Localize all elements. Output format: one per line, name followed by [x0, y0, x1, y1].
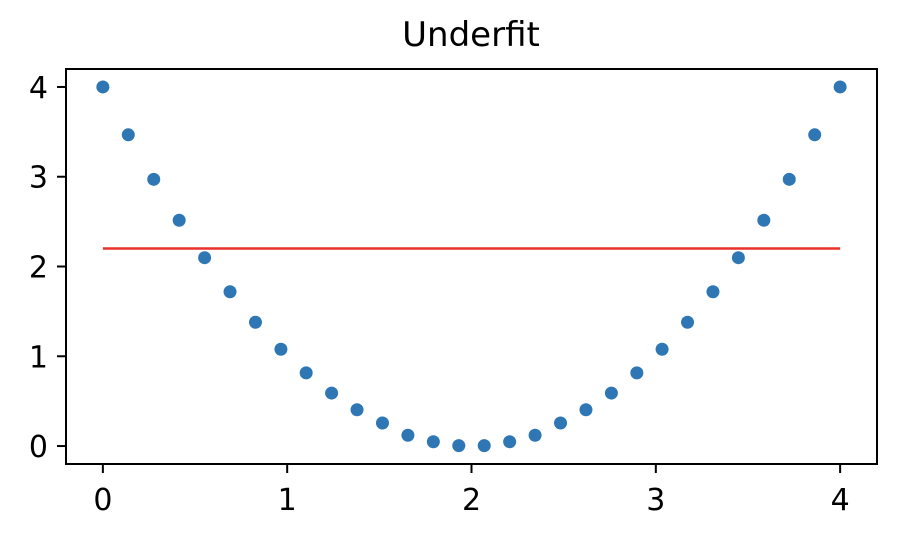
data-point	[172, 213, 186, 227]
y-tick-label: 2	[29, 251, 48, 286]
data-point	[121, 128, 135, 142]
chart-title: Underfit	[402, 15, 540, 55]
data-point	[325, 386, 339, 400]
y-tick-label: 4	[29, 71, 48, 106]
y-tick-label: 0	[29, 430, 48, 465]
data-point	[503, 435, 517, 449]
data-point	[96, 80, 110, 94]
y-axis: 0 1 2 3 4	[29, 71, 66, 465]
x-tick-label: 1	[278, 483, 297, 518]
data-point	[579, 403, 593, 417]
data-point	[477, 439, 491, 453]
data-point	[604, 386, 618, 400]
x-tick-label: 0	[93, 483, 112, 518]
data-point	[757, 213, 771, 227]
data-point	[554, 416, 568, 430]
y-tick-label: 3	[29, 161, 48, 196]
x-tick-label: 2	[462, 483, 481, 518]
data-point	[681, 315, 695, 329]
data-point	[248, 315, 262, 329]
y-tick-label: 1	[29, 340, 48, 375]
data-point	[655, 342, 669, 356]
data-point	[528, 428, 542, 442]
plot-area	[96, 80, 847, 453]
data-point	[426, 435, 440, 449]
data-point	[299, 366, 313, 380]
axes-frame	[65, 68, 878, 465]
data-point	[198, 251, 212, 265]
data-point	[375, 416, 389, 430]
data-point	[731, 251, 745, 265]
data-point	[147, 172, 161, 186]
data-point	[274, 342, 288, 356]
data-point	[808, 128, 822, 142]
x-axis: 0 1 2 3 4	[93, 464, 850, 518]
data-point	[833, 80, 847, 94]
data-point	[630, 366, 644, 380]
data-point	[223, 285, 237, 299]
data-point	[706, 285, 720, 299]
data-point	[350, 403, 364, 417]
x-tick-label: 3	[646, 483, 665, 518]
data-point	[452, 439, 466, 453]
data-point	[401, 428, 415, 442]
x-tick-label: 4	[831, 483, 850, 518]
data-point	[782, 172, 796, 186]
